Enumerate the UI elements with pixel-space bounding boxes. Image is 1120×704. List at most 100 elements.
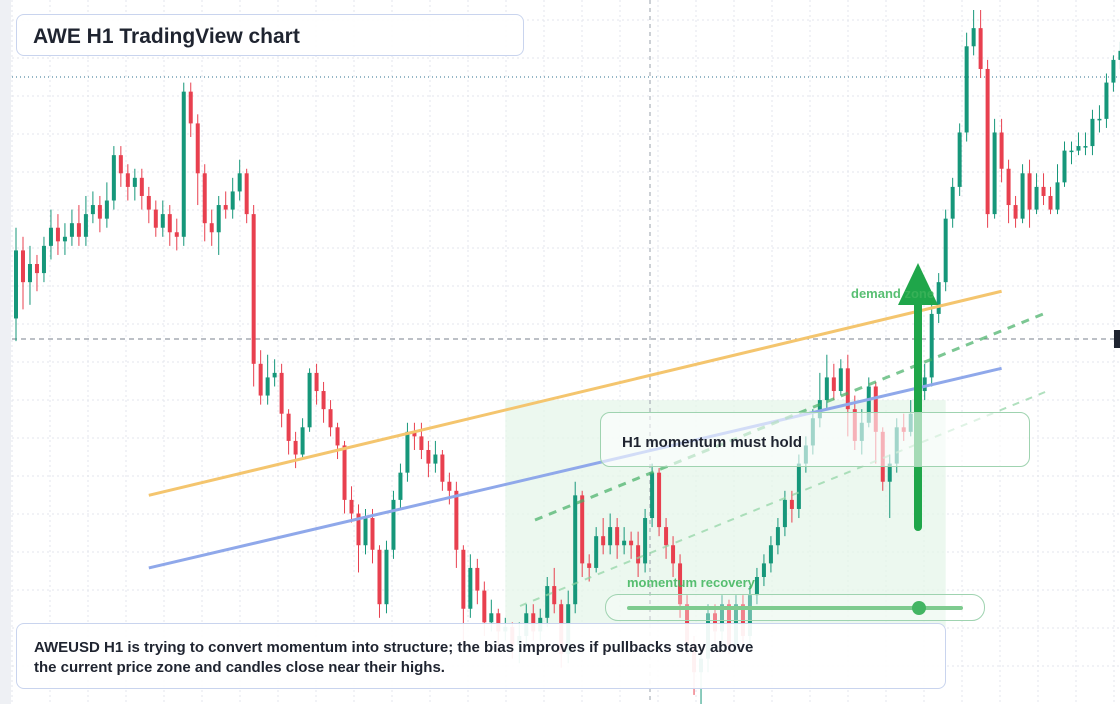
candle-body bbox=[1027, 173, 1032, 210]
momentum-hold-callout: H1 momentum must hold bbox=[600, 412, 1030, 467]
candle-body bbox=[636, 545, 641, 564]
candle-body bbox=[314, 372, 319, 392]
candle bbox=[1048, 186, 1053, 215]
candle-body bbox=[363, 518, 368, 546]
candle-body bbox=[223, 205, 228, 210]
candle bbox=[643, 508, 648, 573]
candle-body bbox=[258, 363, 263, 396]
candle-body bbox=[643, 518, 648, 564]
candle bbox=[111, 146, 116, 210]
candle bbox=[1076, 132, 1081, 156]
candle bbox=[433, 440, 438, 473]
candle bbox=[999, 118, 1004, 183]
trendlines-group bbox=[148, 289, 1002, 570]
candle bbox=[202, 164, 207, 242]
candle bbox=[761, 554, 766, 587]
candle bbox=[160, 200, 165, 237]
candle bbox=[62, 223, 67, 255]
candle-body bbox=[824, 377, 829, 401]
candle-body bbox=[1118, 50, 1120, 60]
candle-body bbox=[950, 186, 955, 219]
candle-body bbox=[440, 454, 445, 482]
candle-body bbox=[14, 250, 18, 319]
candle-body bbox=[76, 223, 81, 237]
candle-body bbox=[237, 173, 242, 192]
candle-body bbox=[985, 68, 990, 215]
momentum-slider[interactable] bbox=[605, 594, 985, 621]
candle bbox=[398, 463, 403, 509]
candle-body bbox=[957, 132, 962, 187]
candle bbox=[622, 527, 627, 555]
candle bbox=[125, 164, 130, 201]
trendline-blue[interactable] bbox=[148, 366, 1002, 570]
candle-body bbox=[244, 173, 249, 215]
candle bbox=[286, 409, 291, 455]
candle bbox=[831, 363, 836, 401]
candle bbox=[573, 481, 578, 614]
candle-body bbox=[1020, 173, 1025, 219]
momentum-recovery-label: momentum recovery bbox=[627, 575, 755, 590]
candle bbox=[265, 354, 270, 405]
candle bbox=[971, 10, 976, 56]
candle-body bbox=[761, 563, 766, 577]
candle bbox=[608, 513, 613, 555]
candle-body bbox=[139, 177, 144, 196]
candle bbox=[475, 558, 480, 605]
candle-body bbox=[153, 209, 158, 228]
candle-body bbox=[943, 218, 948, 283]
candle-body bbox=[1062, 150, 1067, 183]
candle bbox=[349, 486, 354, 523]
candle-body bbox=[146, 195, 151, 210]
candle-body bbox=[41, 245, 46, 274]
candle-body bbox=[775, 527, 780, 546]
candle-body bbox=[412, 431, 417, 437]
candle bbox=[1069, 141, 1074, 165]
candle-body bbox=[489, 613, 494, 623]
candle-body bbox=[1055, 182, 1060, 210]
candle bbox=[957, 123, 962, 196]
candle-body bbox=[90, 205, 95, 215]
momentum-slider-track[interactable] bbox=[627, 606, 963, 610]
candle bbox=[209, 209, 214, 246]
candle-body bbox=[719, 604, 724, 632]
candle-body bbox=[629, 540, 634, 546]
candle-body bbox=[1041, 186, 1046, 196]
candle bbox=[936, 273, 941, 323]
candle-body bbox=[69, 223, 74, 237]
trendline-orange[interactable] bbox=[148, 289, 1002, 497]
candle-body bbox=[377, 549, 382, 605]
candle-body bbox=[482, 590, 487, 623]
candle-body bbox=[664, 527, 669, 546]
candle-body bbox=[671, 545, 676, 564]
candle bbox=[552, 567, 557, 614]
candle-body bbox=[594, 536, 599, 568]
candle bbox=[27, 245, 32, 305]
candle-body bbox=[1111, 59, 1116, 83]
candle-body bbox=[817, 400, 822, 419]
candle-body bbox=[580, 495, 585, 564]
candle-body bbox=[209, 223, 214, 233]
candle-body bbox=[83, 214, 88, 237]
analysis-note-text: AWEUSD H1 is trying to convert momentum … bbox=[34, 639, 754, 676]
candle-body bbox=[335, 427, 340, 446]
candle-body bbox=[433, 454, 438, 464]
candle bbox=[174, 218, 179, 251]
candle-body bbox=[216, 205, 221, 233]
candle-body bbox=[1069, 150, 1074, 153]
candle-body bbox=[328, 409, 333, 428]
candle bbox=[258, 350, 263, 405]
momentum-slider-thumb[interactable] bbox=[912, 601, 927, 615]
candle bbox=[1104, 73, 1109, 128]
candle bbox=[447, 472, 452, 505]
candle-body bbox=[1097, 118, 1102, 121]
candle-body bbox=[887, 463, 892, 482]
candle bbox=[223, 191, 228, 219]
candle bbox=[279, 363, 284, 428]
candle-body bbox=[789, 499, 794, 509]
candle bbox=[335, 422, 340, 460]
candle-body bbox=[929, 313, 934, 378]
candle-body bbox=[768, 545, 773, 564]
candle bbox=[195, 114, 200, 206]
candle-body bbox=[1104, 82, 1109, 119]
price-scale-marker bbox=[1114, 330, 1120, 348]
